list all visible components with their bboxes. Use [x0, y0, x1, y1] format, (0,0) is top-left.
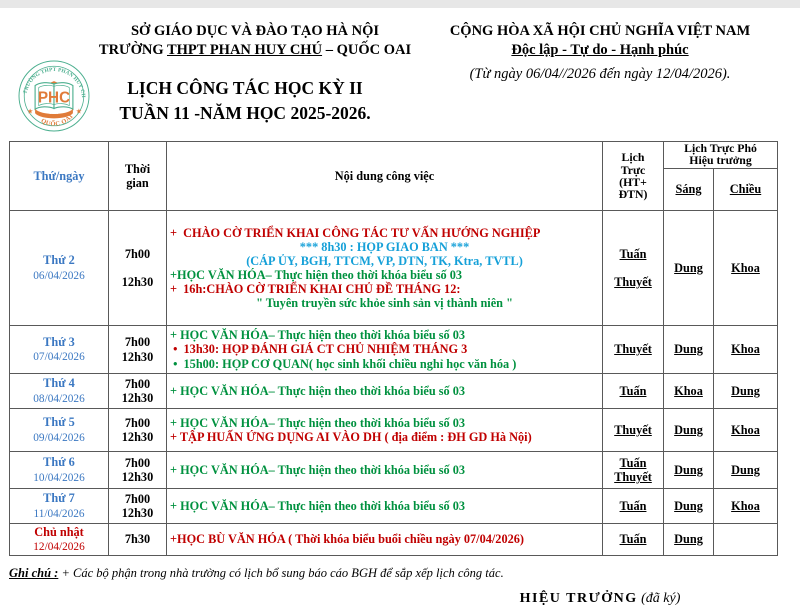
svg-text:2019: 2019 — [50, 110, 60, 115]
svg-text:★: ★ — [27, 108, 33, 116]
svg-text:PHC: PHC — [38, 89, 70, 106]
